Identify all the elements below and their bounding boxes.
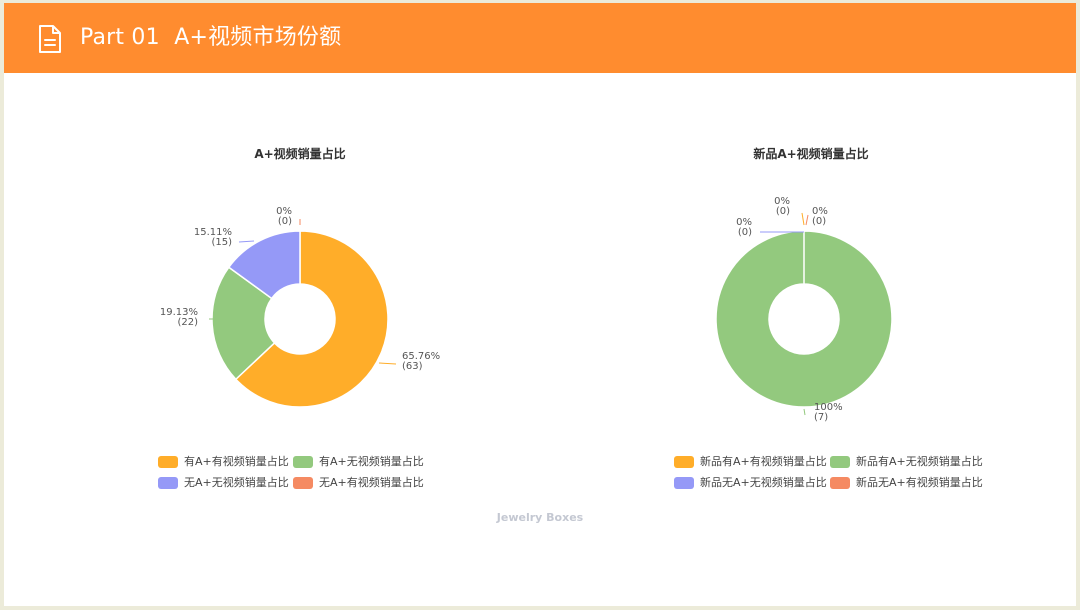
legend-swatch — [158, 477, 178, 489]
chart-2-label-line-4 — [805, 214, 809, 226]
legend-label: 新品有A+无视频销量占比 — [856, 455, 983, 468]
legend-swatch — [674, 456, 694, 468]
legend-label: 有A+无视频销量占比 — [319, 455, 424, 468]
chart-2-label-line-2 — [803, 408, 806, 416]
chart-1-label-value-1: (63) — [402, 361, 423, 372]
chart-1-label-percent-3: 15.11% — [194, 227, 232, 238]
legend-swatch — [674, 477, 694, 489]
legend-swatch — [830, 456, 850, 468]
chart-1-label-line-1 — [378, 362, 397, 365]
chart-2-label-value-3: (0) — [738, 227, 752, 238]
chart-1-label-percent-4: 0% — [276, 206, 292, 217]
document-icon — [39, 25, 61, 53]
chart-1-label-value-2: (22) — [177, 317, 198, 328]
chart-2-label-percent-4: 0% — [812, 206, 828, 217]
chart-title-1: A+视频销量占比 — [254, 147, 346, 161]
legend-label: 有A+有视频销量占比 — [184, 455, 289, 468]
chart-2-label-value-1: (0) — [776, 206, 790, 217]
footer-note: Jewelry Boxes — [496, 511, 584, 524]
legend-swatch — [293, 456, 313, 468]
chart-1-slice-2 — [211, 266, 276, 381]
chart-2-label-percent-2: 100% — [814, 402, 843, 413]
chart-1-label-percent-1: 65.76% — [402, 351, 440, 362]
page-title: Part 01 A+视频市场份额 — [80, 25, 342, 50]
legend-swatch — [158, 456, 178, 468]
chart-1-label-line-3 — [238, 240, 255, 243]
chart-2-label-percent-1: 0% — [774, 196, 790, 207]
chart-title-2: 新品A+视频销量占比 — [753, 147, 869, 161]
donut-charts: 65.76%(63)19.13%(22)15.11%(15)0%(0)0%(0)… — [160, 196, 893, 423]
legend-swatch — [830, 477, 850, 489]
slide: Part 01 A+视频市场份额 A+视频销量占比 新品A+视频销量占比 65.… — [4, 3, 1076, 606]
chart-1-slice-1 — [234, 230, 389, 408]
legend-label: 无A+有视频销量占比 — [319, 476, 424, 489]
chart-2-label-value-2: (7) — [814, 412, 828, 423]
legend-label: 新品无A+无视频销量占比 — [700, 476, 827, 489]
chart-1-slice-3 — [227, 230, 301, 300]
legend-label: 无A+无视频销量占比 — [184, 476, 289, 489]
chart-2-slice-2 — [715, 230, 893, 408]
chart-2-label-line-1 — [801, 212, 805, 226]
legend-swatch — [293, 477, 313, 489]
chart-1-label-value-3: (15) — [211, 237, 232, 248]
chart-1-label-percent-2: 19.13% — [160, 307, 198, 318]
legend-label: 新品无A+有视频销量占比 — [856, 476, 983, 489]
header-bar: Part 01 A+视频市场份额 — [4, 3, 1076, 73]
chart-1-label-value-4: (0) — [278, 216, 292, 227]
chart-2-label-percent-3: 0% — [736, 217, 752, 228]
legend-label: 新品有A+有视频销量占比 — [700, 455, 827, 468]
chart-2-label-value-4: (0) — [812, 216, 826, 227]
